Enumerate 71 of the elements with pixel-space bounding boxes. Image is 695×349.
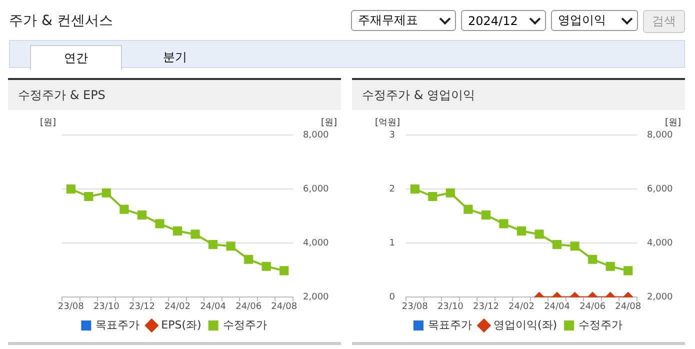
point xyxy=(120,204,129,214)
legend-label: 영업이익(좌) xyxy=(493,318,558,332)
x-tick-label: 24/02 xyxy=(508,302,534,312)
point xyxy=(499,219,508,228)
legend-label: 목표주가 xyxy=(428,318,472,332)
y2-tick-label: 2,000 xyxy=(647,292,674,303)
point xyxy=(226,242,236,251)
x-tick-label: 24/02 xyxy=(164,302,190,312)
x-tick-label: 24/06 xyxy=(236,302,262,312)
point xyxy=(588,254,598,264)
point xyxy=(262,262,271,271)
point xyxy=(155,219,164,228)
y-tick-label: 2 xyxy=(389,184,395,194)
point xyxy=(606,262,615,271)
y2-tick-label: 6,000 xyxy=(303,184,330,194)
y2-tick-label: 4,000 xyxy=(647,238,674,248)
point xyxy=(208,240,218,250)
point xyxy=(464,204,473,214)
y-axis-title: [원] xyxy=(40,118,56,128)
y2-axis-title: [원] xyxy=(664,118,681,128)
text: 주가 & 컨센서스 xyxy=(9,12,113,30)
legend-label: EPS(좌) xyxy=(161,318,202,332)
point xyxy=(137,210,146,220)
point xyxy=(84,192,94,202)
point xyxy=(102,188,111,198)
text: 주재무제표 xyxy=(358,12,418,29)
y2-axis-title: [원] xyxy=(320,118,337,128)
point xyxy=(172,226,182,236)
x-tick-label: 24/06 xyxy=(580,302,606,312)
x-tick-label: 23/08 xyxy=(402,302,428,312)
x-tick-label: 23/12 xyxy=(472,302,499,312)
point xyxy=(534,230,544,239)
y2-tick-label: 6,000 xyxy=(647,184,674,194)
point xyxy=(190,230,200,239)
text: 분기 xyxy=(162,48,188,66)
x-tick-label: 23/08 xyxy=(58,302,84,312)
text: 연간 xyxy=(30,45,122,70)
point xyxy=(280,266,289,276)
point xyxy=(244,254,254,264)
point xyxy=(552,240,562,250)
point xyxy=(570,242,580,251)
legend-label: 수정주가 xyxy=(578,318,623,332)
text: 영업이익 xyxy=(558,12,606,29)
x-tick-label: 24/04 xyxy=(544,302,570,312)
y-axis-title: [억원] xyxy=(374,118,400,128)
point xyxy=(624,266,633,276)
y2-tick-label: 4,000 xyxy=(303,238,330,248)
x-tick-label: 24/04 xyxy=(200,302,226,312)
point xyxy=(66,184,76,194)
text: 2024/12 xyxy=(468,14,518,28)
chart-title: 수정주가 & EPS xyxy=(8,80,341,110)
y-tick-label: 3 xyxy=(389,130,395,140)
chart-title: 수정주가 & 영업이익 xyxy=(352,80,685,110)
x-tick-label: 23/10 xyxy=(437,302,464,312)
y-tick-label: 0 xyxy=(389,292,396,303)
y2-tick-label: 2,000 xyxy=(303,292,330,303)
x-tick-label: 24/08 xyxy=(615,302,642,312)
x-tick-label: 23/10 xyxy=(93,302,120,312)
legend-label: 수정주가 xyxy=(222,318,267,332)
y-tick-label: 1 xyxy=(389,238,395,248)
text: 검색 xyxy=(643,10,685,33)
point xyxy=(446,188,455,198)
legend-label: 목표주가 xyxy=(96,318,140,332)
y2-tick-label: 8,000 xyxy=(647,130,674,140)
point xyxy=(410,184,420,194)
point xyxy=(516,226,526,236)
point xyxy=(481,210,490,220)
y2-tick-label: 8,000 xyxy=(303,130,330,140)
x-tick-label: 24/08 xyxy=(271,302,298,312)
x-tick-label: 23/12 xyxy=(128,302,155,312)
point xyxy=(428,192,438,202)
